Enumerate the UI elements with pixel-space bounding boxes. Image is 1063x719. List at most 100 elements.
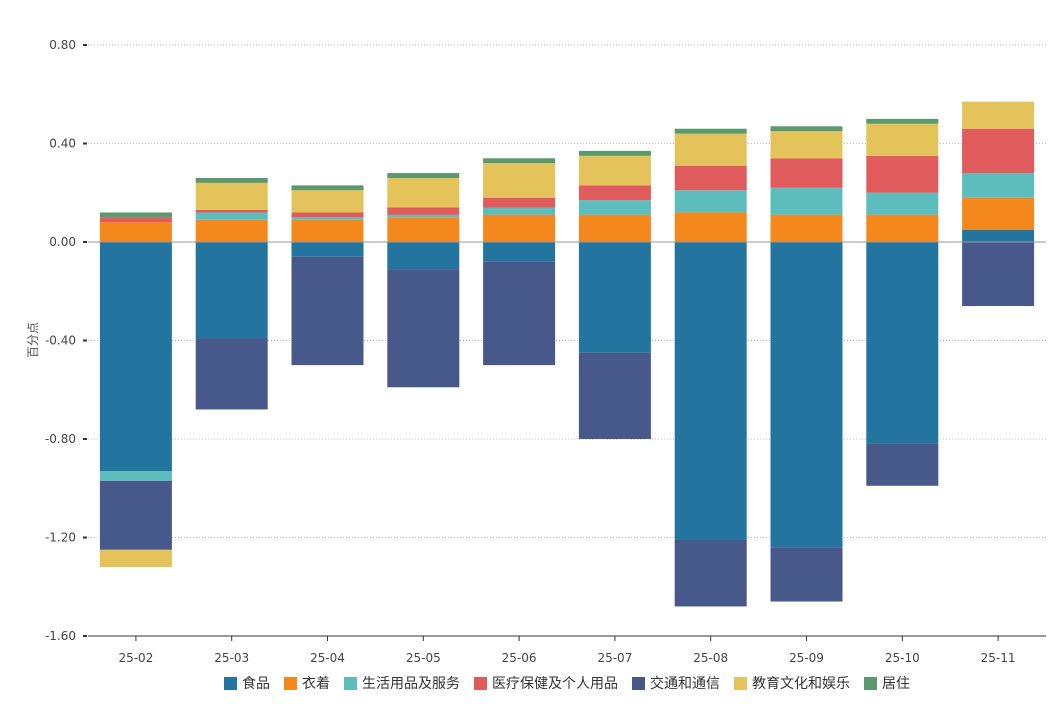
legend-label: 教育文化和娱乐 — [752, 676, 850, 692]
bar-segment — [99, 549, 172, 568]
y-tick-label: -0.40 — [45, 334, 76, 348]
x-tick-label: 25-03 — [214, 651, 249, 665]
bar-segment — [674, 212, 747, 242]
bar-segment — [387, 269, 460, 388]
bar-segment — [387, 173, 460, 178]
bar-segment — [483, 158, 556, 164]
x-tick-label: 25-10 — [885, 651, 920, 665]
y-tick-label: 0.80 — [49, 38, 76, 52]
bar-segment — [195, 219, 268, 242]
bar-segment — [770, 131, 843, 159]
bar-segment — [866, 214, 939, 242]
legend-item: 交通和通信 — [632, 675, 720, 692]
bar-segment — [387, 214, 460, 218]
legend-label: 居住 — [882, 676, 910, 692]
bar-segment — [291, 185, 364, 191]
bar-segment — [483, 242, 556, 262]
bar-segment — [578, 242, 651, 353]
y-tick-label: -1.60 — [45, 629, 76, 643]
bar-segment — [578, 185, 651, 201]
bar-segment — [674, 128, 747, 134]
legend-item: 居住 — [864, 676, 910, 692]
bar-segment — [674, 242, 747, 540]
y-axis-label: 百分点 — [26, 322, 40, 358]
y-tick-label: -1.20 — [45, 531, 76, 545]
legend-label: 交通和通信 — [650, 675, 720, 692]
bar-segment — [195, 338, 268, 410]
x-tick-label: 25-09 — [789, 651, 824, 665]
bar-segment — [195, 182, 268, 210]
legend-label: 衣着 — [302, 676, 330, 692]
bar-segment — [674, 133, 747, 166]
bar-segment — [195, 209, 268, 213]
x-tick-label: 25-02 — [118, 651, 153, 665]
bar-segment — [483, 207, 556, 215]
legend-item: 医疗保健及个人用品 — [474, 676, 618, 692]
bar-segment — [866, 242, 939, 444]
bar-segment — [291, 219, 364, 242]
bar-segment — [99, 242, 172, 472]
legend-swatch — [284, 677, 297, 690]
bar-segment — [291, 242, 364, 257]
bar-segment — [674, 190, 747, 213]
x-tick-label: 25-11 — [981, 651, 1016, 665]
bar-segment — [291, 217, 364, 220]
bar-segment — [962, 242, 1035, 307]
axes: 0.80 0.40 0.00 -0.40 -0.80 -1.20 -1.60 25-02 25-… — [45, 38, 1046, 665]
bar-segment — [387, 207, 460, 215]
bar-segment — [483, 261, 556, 366]
bar-segment — [387, 242, 460, 270]
bar-segment — [578, 155, 651, 186]
x-tick-label: 25-06 — [502, 651, 537, 665]
bar-segment — [770, 126, 843, 132]
bar-segment — [578, 352, 651, 439]
bar-segment — [674, 539, 747, 607]
x-tick-label: 25-04 — [310, 651, 345, 665]
bar-segment — [291, 256, 364, 366]
bar-segment — [770, 214, 843, 242]
legend-label: 医疗保健及个人用品 — [492, 676, 618, 692]
bar-segment — [291, 190, 364, 213]
bar-segment — [195, 212, 268, 220]
bar-segment — [674, 165, 747, 191]
bar-segment — [962, 229, 1035, 242]
x-tick-label: 25-05 — [406, 651, 441, 665]
bar-segment — [99, 480, 172, 550]
bar-segment — [99, 222, 172, 242]
bar-segment — [99, 212, 172, 218]
bar-segment — [578, 150, 651, 156]
bar-segment — [770, 547, 843, 602]
bar-segment — [483, 214, 556, 242]
bar-segment — [195, 177, 268, 183]
y-tick-label: -0.80 — [45, 432, 76, 446]
legend-swatch — [632, 677, 645, 690]
bar-segment — [866, 192, 939, 215]
bar-segment — [483, 197, 556, 208]
bar-segment — [99, 217, 172, 223]
legend-item: 教育文化和娱乐 — [734, 676, 850, 692]
bar-segment — [291, 212, 364, 218]
bar-segment — [483, 163, 556, 198]
bar-segment — [866, 155, 939, 193]
legend-swatch — [864, 677, 877, 690]
bar-segment — [866, 443, 939, 486]
legend-label: 食品 — [242, 675, 270, 692]
bar-segment — [962, 128, 1035, 174]
legend-swatch — [224, 677, 237, 690]
legend-item: 食品 — [224, 675, 270, 692]
bars — [99, 101, 1035, 607]
y-tick-label: 0.00 — [49, 235, 76, 249]
bar-segment — [387, 217, 460, 242]
bar-segment — [770, 158, 843, 188]
bar-segment — [770, 187, 843, 215]
bar-segment — [962, 101, 1035, 129]
bar-segment — [578, 214, 651, 242]
bar-segment — [962, 197, 1035, 230]
bar-segment — [866, 118, 939, 124]
legend-item: 衣着 — [284, 676, 330, 692]
legend-swatch — [734, 677, 747, 690]
y-tick-label: 0.40 — [49, 137, 76, 151]
legend-swatch — [344, 677, 357, 690]
x-tick-label: 25-07 — [597, 651, 632, 665]
